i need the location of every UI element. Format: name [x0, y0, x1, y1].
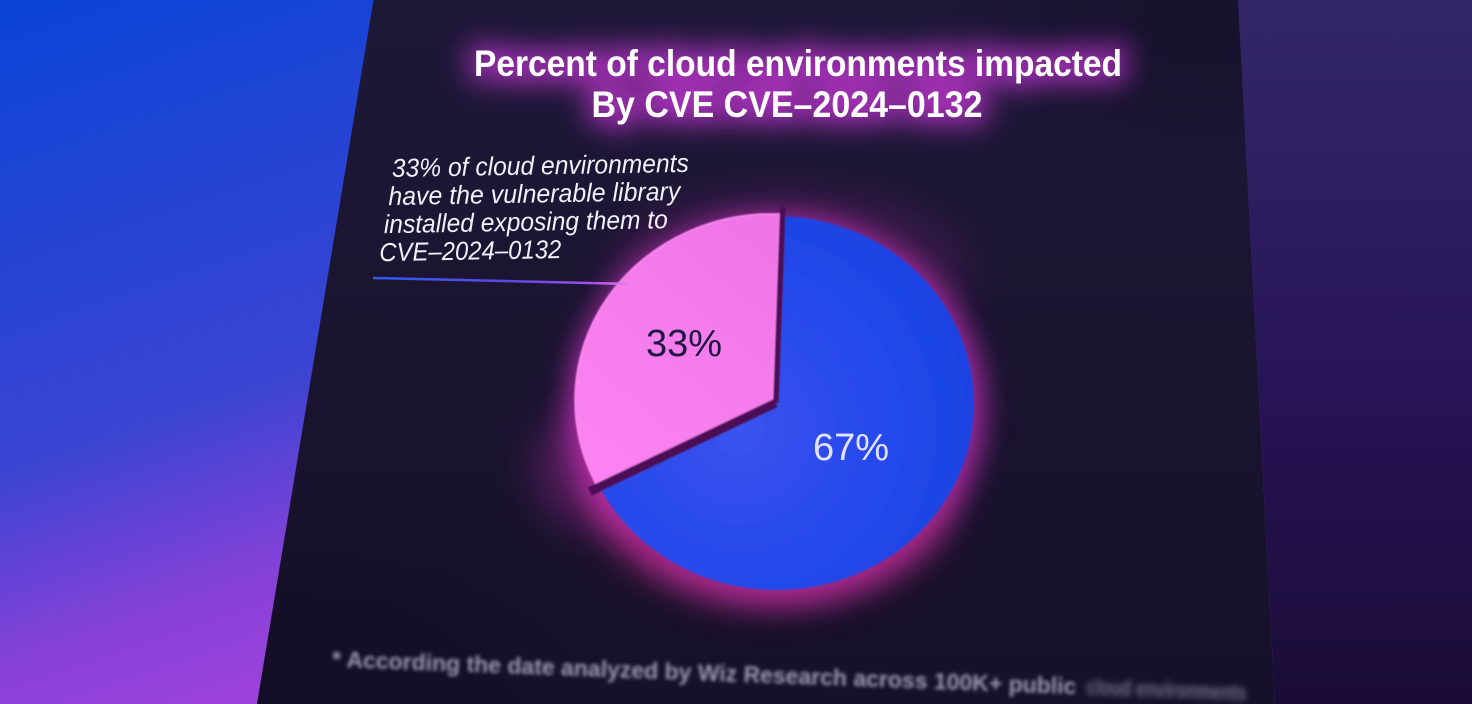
svg-text:Percent of cloud environments: Percent of cloud environments impacted: [474, 43, 1122, 84]
svg-text:installed exposing them to: installed exposing them to: [384, 204, 668, 239]
svg-text:33% of cloud environments: 33% of cloud environments: [392, 148, 689, 183]
svg-text:Percent of cloud environments: Percent of cloud environments impacted: [474, 43, 1122, 84]
svg-text:have the vulnerable library: have the vulnerable library: [388, 176, 682, 211]
svg-text:67%: 67%: [813, 427, 889, 469]
svg-text:CVE–2024–0132: CVE–2024–0132: [379, 234, 562, 267]
svg-text:33%: 33%: [646, 323, 722, 365]
svg-text:By CVE CVE–2024–0132: By CVE CVE–2024–0132: [592, 84, 983, 125]
svg-text:cloud environments: cloud environments: [1086, 674, 1247, 704]
svg-text:By CVE CVE–2024–0132: By CVE CVE–2024–0132: [592, 84, 983, 125]
